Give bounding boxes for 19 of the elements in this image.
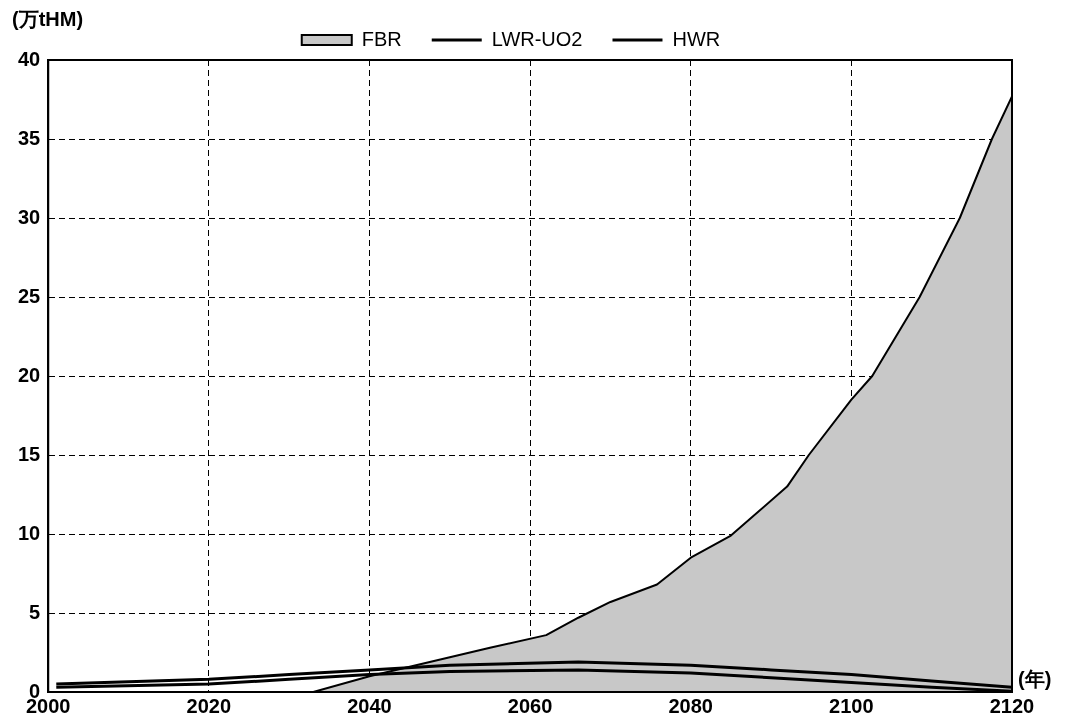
legend-label: HWR (672, 27, 721, 50)
legend-label: FBR (361, 27, 402, 50)
y-tick-label: 5 (29, 600, 41, 623)
y-tick-label: 40 (18, 47, 41, 70)
legend-label: LWR-UO2 (491, 27, 583, 50)
y-tick-label: 15 (18, 442, 41, 465)
y-tick-label: 10 (18, 521, 41, 544)
x-tick-label: 2020 (186, 694, 232, 717)
x-axis-title: (年) (1018, 667, 1052, 692)
x-tick-label: 2060 (507, 694, 553, 717)
y-tick-label: 20 (18, 363, 41, 386)
y-tick-label: 30 (18, 205, 41, 228)
x-tick-label: 2080 (668, 694, 713, 717)
y-tick-label: 35 (18, 126, 41, 149)
x-tick-label: 2040 (347, 694, 392, 717)
x-tick-label: 2120 (989, 694, 1035, 717)
y-tick-label: 25 (18, 284, 41, 307)
x-tick-label: 2100 (829, 694, 874, 717)
y-axis-title: (万tHM) (12, 7, 84, 32)
